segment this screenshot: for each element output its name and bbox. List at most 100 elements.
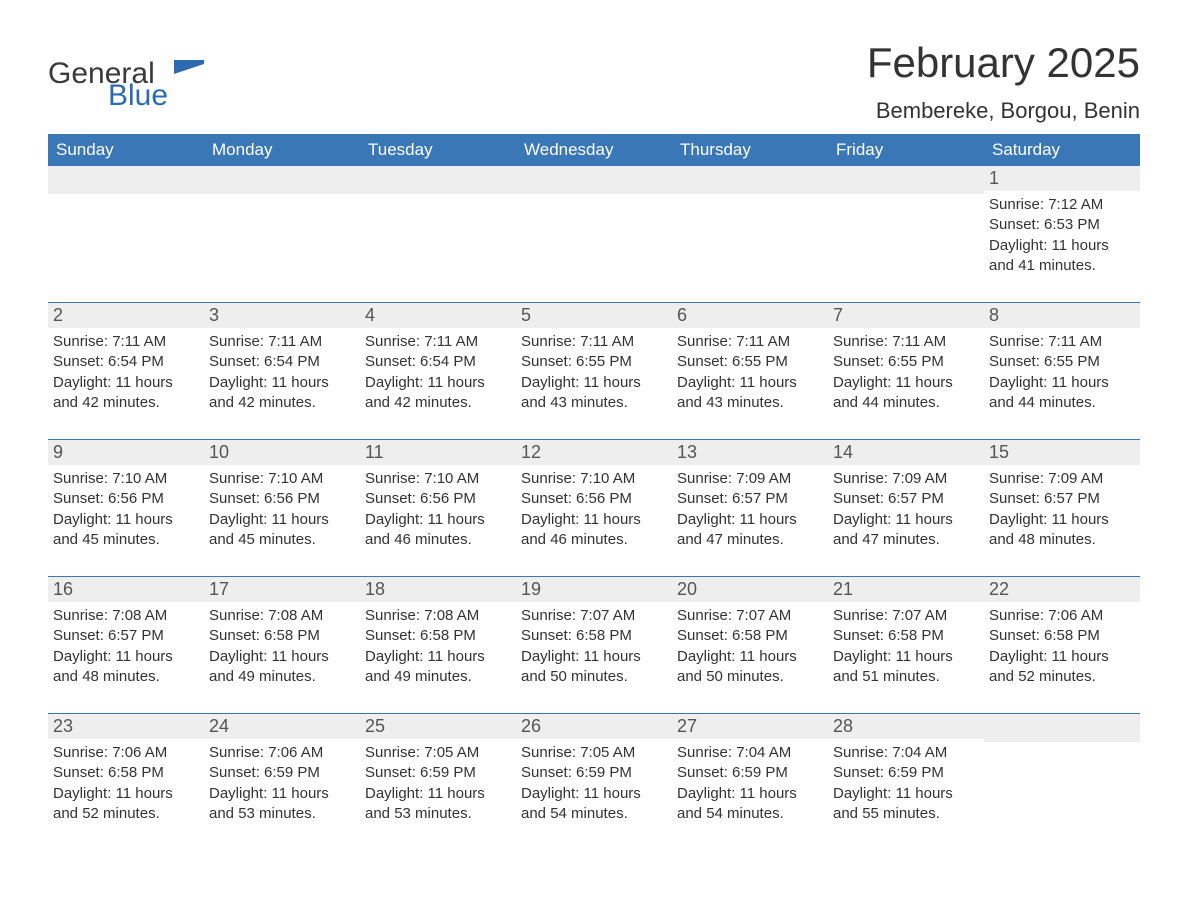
calendar-day: 25Sunrise: 7:05 AMSunset: 6:59 PMDayligh… bbox=[360, 714, 516, 830]
sunset-line: Sunset: 6:55 PM bbox=[831, 352, 981, 372]
calendar-day: 18Sunrise: 7:08 AMSunset: 6:58 PMDayligh… bbox=[360, 577, 516, 693]
sunrise-line: Sunrise: 7:04 AM bbox=[831, 743, 981, 763]
day-number bbox=[516, 166, 672, 194]
day-number: 26 bbox=[516, 714, 672, 739]
calendar-day: 15Sunrise: 7:09 AMSunset: 6:57 PMDayligh… bbox=[984, 440, 1140, 556]
calendar-day: 23 Sunrise: 7:06 AMSunset: 6:58 PMDayligh… bbox=[48, 714, 204, 830]
calendar-week: 23Sunrise: 7:06 AMSunset: 6:58 PMDayligh… bbox=[48, 713, 1140, 830]
calendar-day: 1Sunrise: 7:12 AMSunset: 6:53 PMDaylight… bbox=[984, 166, 1140, 282]
day-number: 4 bbox=[360, 303, 516, 328]
calendar-day bbox=[360, 166, 516, 282]
calendar-day: 22Sunrise: 7:06 AMSunset: 6:58 PMDayligh… bbox=[984, 577, 1140, 693]
daylight-line: Daylight: 11 hours and 49 minutes. bbox=[207, 647, 357, 688]
flag-icon bbox=[174, 60, 204, 87]
day-number: 1 bbox=[984, 166, 1140, 191]
day-number: 8 bbox=[984, 303, 1140, 328]
calendar-day: 16Sunrise: 7:08 AMSunset: 6:57 PMDayligh… bbox=[48, 577, 204, 693]
sunrise-line: Sunrise: 7:07 AM bbox=[675, 606, 825, 626]
calendar-day: 13Sunrise: 7:09 AMSunset: 6:57 PMDayligh… bbox=[672, 440, 828, 556]
weekday-header: Thursday bbox=[672, 134, 828, 166]
day-number: 24 bbox=[204, 714, 360, 739]
day-number: 23 bbox=[48, 714, 204, 739]
calendar-day: 12Sunrise: 7:10 AMSunset: 6:56 PMDayligh… bbox=[516, 440, 672, 556]
month-title: February 2025 bbox=[867, 40, 1140, 86]
daylight-line: Daylight: 11 hours and 50 minutes. bbox=[519, 647, 669, 688]
sunset-line: Sunset: 6:57 PM bbox=[675, 489, 825, 509]
sunset-line: Sunset: 6:58 PM bbox=[831, 626, 981, 646]
calendar-day: 24Sunrise: 7:06 AMSunset: 6:59 PMDayligh… bbox=[204, 714, 360, 830]
sunrise-line: Sunrise: 7:06 AM bbox=[51, 743, 201, 763]
sunset-line: Sunset: 6:54 PM bbox=[207, 352, 357, 372]
calendar-day: 9 Sunrise: 7:10 AMSunset: 6:56 PMDaylight… bbox=[48, 440, 204, 556]
daylight-line: Daylight: 11 hours and 42 minutes. bbox=[51, 373, 201, 414]
sunrise-line: Sunrise: 7:07 AM bbox=[519, 606, 669, 626]
sunset-line: Sunset: 6:56 PM bbox=[51, 489, 201, 509]
daylight-line: Daylight: 11 hours and 44 minutes. bbox=[831, 373, 981, 414]
daylight-line: Daylight: 11 hours and 43 minutes. bbox=[519, 373, 669, 414]
day-number bbox=[672, 166, 828, 194]
weekday-header: Tuesday bbox=[360, 134, 516, 166]
calendar-day bbox=[516, 166, 672, 282]
day-number: 14 bbox=[828, 440, 984, 465]
sunset-line: Sunset: 6:53 PM bbox=[987, 215, 1137, 235]
day-number: 11 bbox=[360, 440, 516, 465]
daylight-line: Daylight: 11 hours and 52 minutes. bbox=[987, 647, 1137, 688]
daylight-line: Daylight: 11 hours and 54 minutes. bbox=[519, 784, 669, 825]
sunset-line: Sunset: 6:56 PM bbox=[207, 489, 357, 509]
calendar-day: 21Sunrise: 7:07 AMSunset: 6:58 PMDayligh… bbox=[828, 577, 984, 693]
sunrise-line: Sunrise: 7:11 AM bbox=[363, 332, 513, 352]
day-number: 12 bbox=[516, 440, 672, 465]
calendar-day bbox=[48, 166, 204, 282]
calendar-day: 4Sunrise: 7:11 AMSunset: 6:54 PMDaylight… bbox=[360, 303, 516, 419]
sunset-line: Sunset: 6:58 PM bbox=[51, 763, 201, 783]
daylight-line: Daylight: 11 hours and 52 minutes. bbox=[51, 784, 201, 825]
daylight-line: Daylight: 11 hours and 48 minutes. bbox=[987, 510, 1137, 551]
sunrise-line: Sunrise: 7:10 AM bbox=[207, 469, 357, 489]
weekday-header: Saturday bbox=[984, 134, 1140, 166]
sunrise-line: Sunrise: 7:05 AM bbox=[363, 743, 513, 763]
sunset-line: Sunset: 6:59 PM bbox=[675, 763, 825, 783]
day-number: 27 bbox=[672, 714, 828, 739]
calendar-day: 8Sunrise: 7:11 AMSunset: 6:55 PMDaylight… bbox=[984, 303, 1140, 419]
sunrise-line: Sunrise: 7:11 AM bbox=[519, 332, 669, 352]
day-number: 18 bbox=[360, 577, 516, 602]
sunrise-line: Sunrise: 7:11 AM bbox=[675, 332, 825, 352]
calendar-day: 5Sunrise: 7:11 AMSunset: 6:55 PMDaylight… bbox=[516, 303, 672, 419]
brand-word-blue: Blue bbox=[48, 82, 168, 109]
sunrise-line: Sunrise: 7:08 AM bbox=[363, 606, 513, 626]
sunrise-line: Sunrise: 7:10 AM bbox=[363, 469, 513, 489]
calendar-day: 3Sunrise: 7:11 AMSunset: 6:54 PMDaylight… bbox=[204, 303, 360, 419]
weekday-header: Friday bbox=[828, 134, 984, 166]
calendar-week: 16Sunrise: 7:08 AMSunset: 6:57 PMDayligh… bbox=[48, 576, 1140, 693]
day-number: 28 bbox=[828, 714, 984, 739]
day-number: 25 bbox=[360, 714, 516, 739]
sunset-line: Sunset: 6:59 PM bbox=[831, 763, 981, 783]
sunset-line: Sunset: 6:56 PM bbox=[519, 489, 669, 509]
day-number: 15 bbox=[984, 440, 1140, 465]
sunset-line: Sunset: 6:55 PM bbox=[519, 352, 669, 372]
daylight-line: Daylight: 11 hours and 44 minutes. bbox=[987, 373, 1137, 414]
calendar-day bbox=[828, 166, 984, 282]
sunrise-line: Sunrise: 7:05 AM bbox=[519, 743, 669, 763]
day-number: 10 bbox=[204, 440, 360, 465]
daylight-line: Daylight: 11 hours and 45 minutes. bbox=[207, 510, 357, 551]
day-number: 20 bbox=[672, 577, 828, 602]
daylight-line: Daylight: 11 hours and 45 minutes. bbox=[51, 510, 201, 551]
day-number: 9 bbox=[48, 440, 204, 465]
sunset-line: Sunset: 6:58 PM bbox=[363, 626, 513, 646]
day-number bbox=[828, 166, 984, 194]
weeks-container: 1Sunrise: 7:12 AMSunset: 6:53 PMDaylight… bbox=[48, 166, 1140, 830]
sunrise-line: Sunrise: 7:10 AM bbox=[51, 469, 201, 489]
sunrise-line: Sunrise: 7:08 AM bbox=[207, 606, 357, 626]
calendar-day: 2Sunrise: 7:11 AMSunset: 6:54 PMDaylight… bbox=[48, 303, 204, 419]
sunrise-line: Sunrise: 7:09 AM bbox=[831, 469, 981, 489]
sunrise-line: Sunrise: 7:11 AM bbox=[987, 332, 1137, 352]
daylight-line: Daylight: 11 hours and 47 minutes. bbox=[831, 510, 981, 551]
day-number: 7 bbox=[828, 303, 984, 328]
calendar-day: 7Sunrise: 7:11 AMSunset: 6:55 PMDaylight… bbox=[828, 303, 984, 419]
page-header: General Blue February 2025 Bembereke, Bo… bbox=[48, 40, 1140, 124]
sunset-line: Sunset: 6:57 PM bbox=[987, 489, 1137, 509]
sunset-line: Sunset: 6:57 PM bbox=[831, 489, 981, 509]
calendar-day bbox=[672, 166, 828, 282]
daylight-line: Daylight: 11 hours and 47 minutes. bbox=[675, 510, 825, 551]
